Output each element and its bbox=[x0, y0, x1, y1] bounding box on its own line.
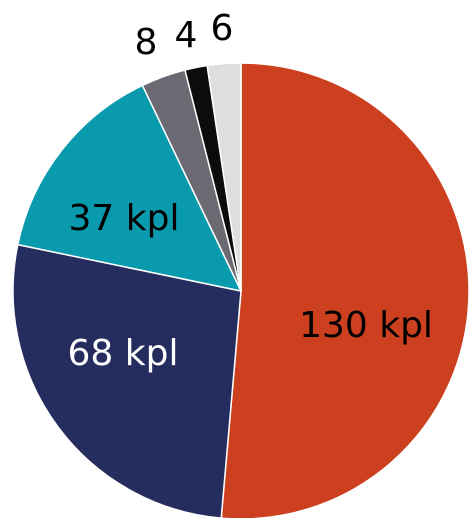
pie-slice-label-4: 4 bbox=[175, 15, 198, 56]
pie-slice-label-2: 37 kpl bbox=[69, 198, 180, 239]
pie-slice-label-3: 8 bbox=[135, 22, 158, 63]
pie-slice-2 bbox=[16, 84, 243, 293]
pie-slice-5 bbox=[206, 62, 242, 292]
pie-slices bbox=[12, 62, 470, 518]
pie-slice-1 bbox=[12, 243, 242, 518]
pie-labels: 130 kpl 68 kpl 37 kpl 8 4 6 bbox=[68, 8, 433, 374]
pie-slice-label-1: 68 kpl bbox=[68, 333, 179, 374]
pie-slice-label-5: 6 bbox=[211, 8, 234, 49]
pie-slice-0 bbox=[220, 62, 470, 518]
pie-slice-label-0: 130 kpl bbox=[299, 305, 433, 346]
